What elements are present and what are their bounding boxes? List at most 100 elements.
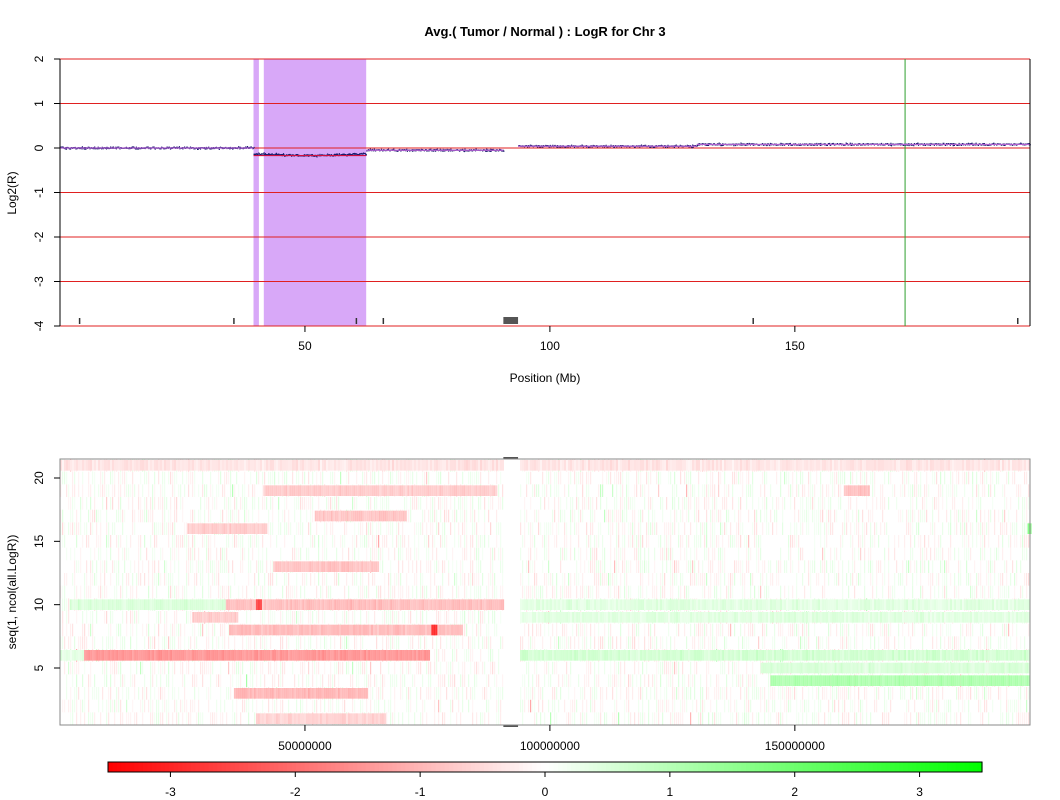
heatmap-cell (296, 636, 298, 649)
heatmap-cell (688, 585, 690, 599)
heatmap-cell (488, 497, 490, 510)
heatmap-cell (182, 661, 184, 675)
heatmap-cell (718, 712, 720, 725)
heatmap-cell (486, 674, 488, 687)
heatmap-cell (970, 585, 972, 599)
heatmap-cell (538, 623, 540, 637)
heatmap-cell (184, 484, 186, 497)
heatmap-cell (158, 712, 160, 725)
heatmap-cell (982, 585, 984, 599)
heatmap-cell (824, 535, 826, 548)
heatmap-cell (282, 636, 284, 649)
heatmap-cell (408, 712, 410, 725)
heatmap-cell (980, 509, 982, 523)
heatmap-cell (750, 623, 752, 637)
heatmap-cell (120, 484, 122, 497)
heatmap-cell (534, 636, 536, 649)
heatmap-cell (828, 712, 830, 725)
heatmap-cell (958, 560, 960, 573)
heatmap-cell (208, 573, 210, 586)
heatmap-cell (606, 687, 608, 700)
heatmap-cell (470, 687, 472, 700)
heatmap-cell (694, 484, 696, 497)
heatmap-cell (88, 687, 90, 700)
heatmap-cell (840, 484, 842, 497)
heatmap-cell (1020, 535, 1022, 548)
heatmap-cell (1008, 535, 1010, 548)
heatmap-cell (764, 484, 766, 497)
heatmap-cell (116, 560, 118, 573)
heatmap-cell (966, 547, 968, 561)
heatmap-cell (818, 522, 820, 535)
heatmap-cell (180, 636, 182, 649)
heatmap-cell (764, 712, 766, 725)
heatmap-cell (110, 535, 112, 548)
heatmap-cell (798, 535, 800, 548)
heatmap-cell (416, 661, 418, 675)
heatmap-cell (332, 699, 334, 713)
heatmap-cell (210, 712, 212, 725)
heatmap-cell (330, 674, 332, 687)
heatmap-cell (752, 687, 754, 700)
heatmap-cell (318, 661, 320, 675)
heatmap-cell (60, 585, 62, 599)
heatmap-cell (94, 471, 96, 485)
heatmap-cell (574, 699, 576, 713)
heatmap-cell (250, 611, 252, 624)
heatmap-cell (954, 522, 956, 535)
heatmap-cell (454, 649, 456, 662)
heatmap-cell (120, 509, 122, 523)
heatmap-cell (132, 699, 134, 713)
heatmap-cell (610, 509, 612, 523)
heatmap-cell (932, 699, 934, 713)
heatmap-cell (720, 560, 722, 573)
heatmap-cell (650, 623, 652, 637)
heatmap-cell (142, 687, 144, 700)
heatmap-cell (458, 661, 460, 675)
heatmap-cell (454, 509, 456, 523)
heatmap-cell (944, 699, 946, 713)
heatmap-cell (106, 509, 108, 523)
heatmap-cell (1000, 687, 1002, 700)
heatmap-cell (192, 471, 194, 485)
heatmap-cell (264, 497, 266, 510)
logr-points (60, 142, 1031, 158)
heatmap-cell (98, 535, 100, 548)
heatmap-cell (1022, 547, 1024, 561)
heatmap-cell (810, 573, 812, 586)
heatmap-cell (660, 636, 662, 649)
heatmap-cell (222, 560, 224, 573)
heatmap-cell (1002, 522, 1004, 535)
heatmap-cell (290, 611, 292, 624)
heatmap-cell (228, 535, 230, 548)
heatmap-cell (402, 547, 404, 561)
heatmap-cell (200, 623, 202, 637)
heatmap-cell (682, 497, 684, 510)
heatmap-cell (472, 712, 474, 725)
heatmap-cell (654, 674, 656, 687)
heatmap-cell (684, 522, 686, 535)
heatmap-cell (458, 497, 460, 510)
heatmap-cell (794, 497, 796, 510)
heatmap-cell (804, 699, 806, 713)
heatmap-cell (854, 547, 856, 561)
heatmap-cell (972, 623, 974, 637)
heatmap-cell (308, 471, 310, 485)
heatmap-cell (672, 573, 674, 586)
heatmap-cell (642, 535, 644, 548)
heatmap-cell (672, 484, 674, 497)
heatmap-cell (596, 573, 598, 586)
heatmap-cell (232, 560, 234, 573)
heatmap-cell (832, 687, 834, 700)
heatmap-cell (380, 585, 382, 599)
heatmap-cell (598, 623, 600, 637)
heatmap-cell (576, 484, 578, 497)
heatmap-cell (120, 699, 122, 713)
heatmap-cell (456, 636, 458, 649)
heatmap-cell (770, 560, 772, 573)
heatmap-cell (90, 573, 92, 586)
heatmap-cell (410, 497, 412, 510)
heatmap-cell (646, 560, 648, 573)
heatmap-cell (712, 636, 714, 649)
heatmap-cell (756, 712, 758, 725)
